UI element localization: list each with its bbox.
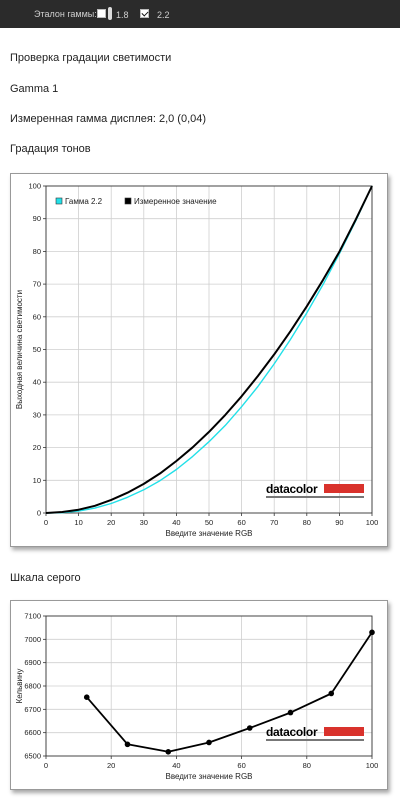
y-tick-label: 30: [33, 410, 41, 419]
gray-scale-heading: Шкала серого: [10, 572, 81, 584]
legend-label-2: Измеренное значение: [134, 197, 217, 206]
y-tick-label: 20: [33, 443, 41, 452]
datacolor-logo: datacolor: [266, 482, 318, 496]
y-tick-label: 70: [33, 280, 41, 289]
gamma-title: Gamma 1: [10, 83, 59, 95]
gamma-1-8-checkbox[interactable]: [97, 9, 106, 18]
x-tick-label: 60: [237, 518, 245, 527]
y-tick-label: 50: [33, 345, 41, 354]
y-tick-label: 6900: [24, 658, 41, 667]
tone-gradation-heading: Градация тонов: [10, 143, 91, 155]
x-tick-label: 0: [44, 518, 48, 527]
series-line-2: [45, 185, 373, 514]
data-point: [287, 709, 294, 716]
x-tick-label: 0: [44, 761, 48, 770]
y-tick-label: 6800: [24, 682, 41, 691]
x-tick-label: 70: [270, 518, 278, 527]
plot-frame: [45, 185, 373, 514]
y-tick-label: 40: [33, 378, 41, 387]
datacolor-logo-underline: [266, 739, 364, 741]
datacolor-logo-bar: [324, 484, 364, 493]
data-point: [83, 694, 90, 700]
y-tick-label: 7100: [24, 612, 41, 621]
y-axis-label: Выходная величина светимости: [15, 290, 24, 409]
x-axis-label: Введите значение RGB: [165, 529, 252, 538]
toolbar: Эталон гаммы: 1.8 2.2: [0, 0, 400, 28]
section-title: Проверка градации светимости: [10, 52, 172, 64]
plot-frame: [45, 615, 373, 757]
x-tick-label: 80: [303, 518, 311, 527]
x-tick-label: 80: [303, 761, 311, 770]
x-tick-label: 40: [172, 518, 180, 527]
gamma-1-8-label: 1.8: [116, 10, 129, 20]
y-tick-label: 0: [37, 509, 41, 518]
y-tick-label: 80: [33, 247, 41, 256]
data-point: [165, 749, 172, 755]
series-line-1: [45, 185, 373, 514]
x-tick-label: 50: [205, 518, 213, 527]
tone-chart-panel: 0 10 20 30 40 50 60 70 80 90 100 0 10 20 30 40 50 60 70 80 9…: [10, 173, 388, 547]
y-tick-label: 6700: [24, 705, 41, 714]
data-point: [124, 741, 131, 748]
x-tick-label: 20: [107, 518, 115, 527]
tone-gradation-chart: 0 10 20 30 40 50 60 70 80 90 100 0 10 20 30 40 50 60 70 80 9…: [15, 182, 379, 539]
y-tick-label: 90: [33, 214, 41, 223]
legend-label-1: Гамма 2.2: [65, 197, 103, 206]
x-tick-label: 10: [74, 518, 82, 527]
gamma-2-2-label: 2.2: [157, 10, 170, 20]
y-tick-label: 7000: [24, 635, 41, 644]
y-tick-label: 6500: [24, 752, 41, 761]
gamma-reference-label: Эталон гаммы:: [34, 9, 97, 19]
x-axis-label: Введите значение RGB: [165, 772, 252, 781]
x-tick-label: 20: [107, 761, 115, 770]
gamma-2-2-checkbox[interactable]: [140, 9, 149, 18]
y-tick-label: 100: [28, 182, 41, 191]
legend-swatch-1: [55, 197, 63, 205]
x-tick-label: 60: [237, 761, 245, 770]
data-point: [369, 629, 375, 636]
x-tick-label: 40: [172, 761, 180, 770]
y-tick-label: 10: [33, 476, 41, 485]
legend-swatch-2: [124, 197, 132, 205]
data-point: [206, 739, 212, 746]
y-axis-label: Кельвину: [15, 669, 24, 704]
data-point: [246, 725, 253, 731]
datacolor-logo: datacolor: [266, 725, 318, 739]
x-tick-label: 90: [335, 518, 343, 527]
y-tick-label: 6600: [24, 728, 41, 737]
gray-chart-panel: 0 20 40 60 80 100 6500 6600 6700 6800 6900 7000 7100…: [10, 600, 388, 790]
data-point: [328, 690, 335, 697]
gamma-slider-handle[interactable]: [108, 7, 112, 20]
x-tick-label: 100: [366, 518, 379, 527]
series-line-1: [86, 631, 373, 753]
datacolor-logo-underline: [266, 496, 364, 498]
x-tick-label: 30: [140, 518, 148, 527]
y-tick-label: 60: [33, 312, 41, 321]
gray-scale-chart: 0 20 40 60 80 100 6500 6600 6700 6800 6900 7000 7100…: [15, 612, 379, 782]
measured-gamma-text: Измеренная гамма дисплея: 2,0 (0,04): [10, 113, 207, 125]
datacolor-logo-bar: [324, 727, 364, 736]
x-tick-label: 100: [366, 761, 379, 770]
